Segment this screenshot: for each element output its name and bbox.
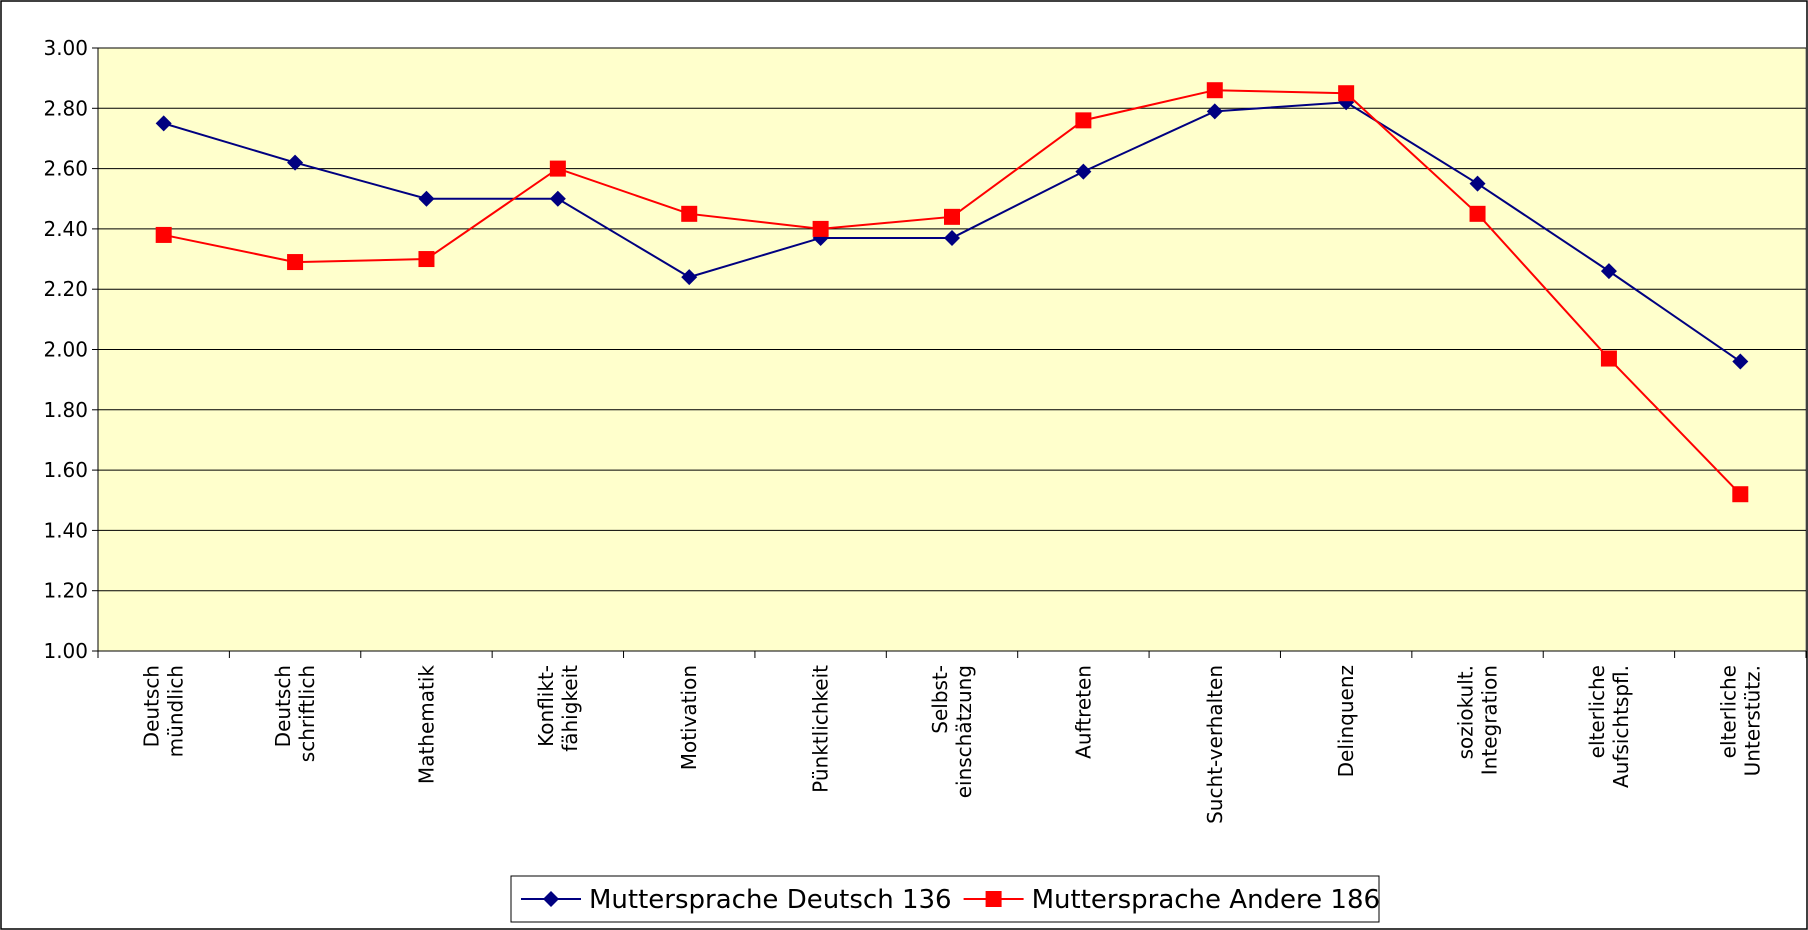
x-tick-label-line: Deutsch: [271, 665, 295, 747]
point: [944, 229, 960, 246]
y-tick-label: 2.00: [43, 338, 88, 362]
x-tick-label-line: Konflikt-: [534, 665, 558, 747]
point: [1732, 486, 1749, 503]
x-tick-label: Sucht-verhalten: [1203, 665, 1227, 824]
point: [549, 160, 566, 177]
point: [1600, 350, 1617, 367]
y-tick-label: 2.80: [43, 96, 88, 120]
y-tick-label: 2.20: [43, 277, 88, 301]
point: [812, 220, 829, 237]
x-tick-label: Deutschmündlich: [140, 665, 188, 757]
x-tick-label: elterlicheUnterstütz.: [1716, 665, 1764, 776]
point: [1469, 175, 1486, 192]
y-tick-label: 1.60: [43, 458, 88, 482]
point: [681, 269, 698, 286]
point: [418, 251, 435, 268]
x-tick-label-line: Pünktlichkeit: [809, 665, 833, 793]
x-tick-label-line: elterliche: [1716, 665, 1740, 758]
x-tick-label: elterlicheAufsichtspfl.: [1585, 665, 1633, 788]
point: [1600, 263, 1617, 280]
y-tick-label: 2.40: [43, 217, 88, 241]
legend: [510, 875, 1380, 923]
point: [985, 891, 1002, 907]
x-tick-label-line: elterliche: [1585, 665, 1609, 758]
x-tick-label-line: Selbst-: [928, 665, 952, 734]
x-tick-label-line: Integration: [1478, 665, 1502, 775]
x-tick-label-line: einschätzung: [952, 665, 976, 798]
y-tick-label: 2.60: [43, 157, 88, 181]
legend-label: Muttersprache Deutsch 136: [589, 885, 952, 915]
x-tick-label-line: Sucht-verhalten: [1203, 665, 1227, 824]
x-tick-label-line: mündlich: [164, 665, 188, 757]
x-tick-label: Auftreten: [1071, 665, 1095, 759]
x-tick-label: Pünktlichkeit: [809, 665, 833, 793]
y-tick-label: 3.00: [43, 36, 88, 60]
x-tick-label-line: schriftlich: [295, 665, 319, 762]
x-tick-label: Selbst-einschätzung: [928, 665, 976, 798]
point: [1206, 103, 1223, 120]
point: [155, 226, 172, 243]
x-tick-label: Motivation: [677, 665, 701, 770]
x-tick-label-line: Aufsichtspfl.: [1609, 665, 1633, 788]
x-tick-label: Konflikt-fähigkeit: [534, 665, 582, 752]
point: [1732, 353, 1749, 370]
point: [543, 891, 559, 907]
x-tick-label-line: Unterstütz.: [1740, 665, 1764, 776]
x-tick-label-line: Delinquenz: [1334, 665, 1358, 777]
x-tick-label-line: Motivation: [677, 665, 701, 770]
point: [418, 190, 435, 207]
y-tick-label: 1.40: [43, 518, 88, 542]
point: [287, 254, 304, 271]
x-tick-label: Delinquenz: [1334, 665, 1358, 777]
x-tick-label: Mathematik: [414, 665, 438, 784]
point: [1338, 85, 1355, 102]
point: [944, 208, 960, 225]
point: [1469, 205, 1486, 222]
point: [1075, 163, 1092, 180]
point: [549, 190, 566, 207]
point: [1206, 82, 1223, 99]
x-tick-label-line: soziokult.: [1454, 665, 1478, 759]
point: [155, 115, 172, 132]
y-tick-label: 1.20: [43, 579, 88, 603]
x-tick-label-line: Mathematik: [414, 665, 438, 784]
x-tick-label-line: Deutsch: [140, 665, 164, 747]
x-tick-label: soziokult.Integration: [1454, 665, 1502, 775]
y-tick-label: 1.00: [43, 639, 88, 663]
point: [681, 205, 698, 222]
point: [287, 154, 304, 171]
point: [1075, 112, 1092, 129]
x-tick-label-line: Auftreten: [1071, 665, 1095, 759]
x-tick-label: Deutschschriftlich: [271, 665, 319, 762]
legend-label: Muttersprache Andere 186: [1032, 885, 1380, 915]
y-tick-label: 1.80: [43, 398, 88, 422]
x-tick-label-line: fähigkeit: [558, 665, 582, 752]
